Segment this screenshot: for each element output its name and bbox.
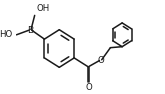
Text: O: O — [97, 56, 104, 65]
Text: B: B — [27, 26, 33, 35]
Text: O: O — [85, 83, 92, 92]
Text: HO: HO — [0, 30, 13, 39]
Text: OH: OH — [36, 4, 50, 13]
